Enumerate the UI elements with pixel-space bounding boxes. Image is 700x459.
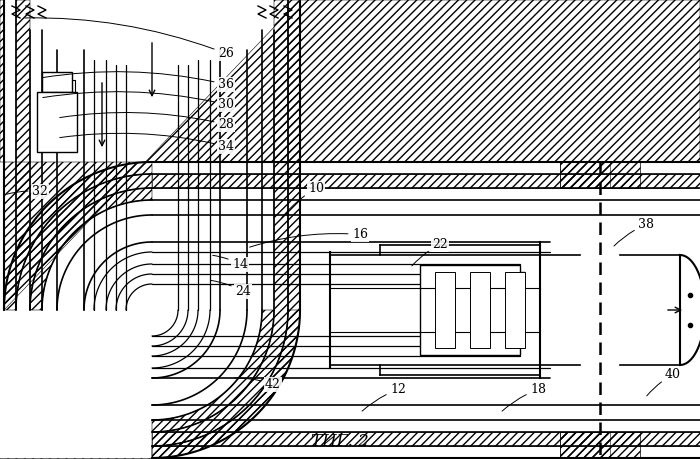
Bar (57, 80, 75, 105)
Text: 22: 22 (412, 238, 448, 266)
Text: 36: 36 (43, 72, 234, 91)
Bar (435, 272, 455, 348)
Bar (560, 162, 640, 188)
Text: 32: 32 (7, 185, 48, 198)
Bar (42, 72, 72, 92)
Bar (37, 92, 77, 152)
Text: 10: 10 (281, 182, 324, 218)
Bar (560, 432, 640, 458)
Text: 34: 34 (60, 133, 234, 153)
Text: 30: 30 (43, 92, 234, 111)
FancyBboxPatch shape (420, 265, 520, 355)
Text: ΤИГ. 2: ΤИГ. 2 (311, 433, 369, 450)
Bar (505, 272, 525, 348)
Text: 38: 38 (614, 218, 654, 246)
Text: 28: 28 (60, 112, 234, 131)
Bar (57, 130, 75, 148)
Text: 24: 24 (211, 280, 251, 298)
Text: 26: 26 (25, 18, 234, 60)
Text: 18: 18 (502, 383, 546, 411)
Text: 42: 42 (234, 378, 281, 391)
Text: 16: 16 (250, 228, 368, 247)
Text: 40: 40 (647, 368, 681, 396)
Bar (470, 272, 490, 348)
Text: 14: 14 (213, 255, 248, 271)
Bar (57, 108, 75, 128)
Text: 12: 12 (362, 383, 406, 411)
